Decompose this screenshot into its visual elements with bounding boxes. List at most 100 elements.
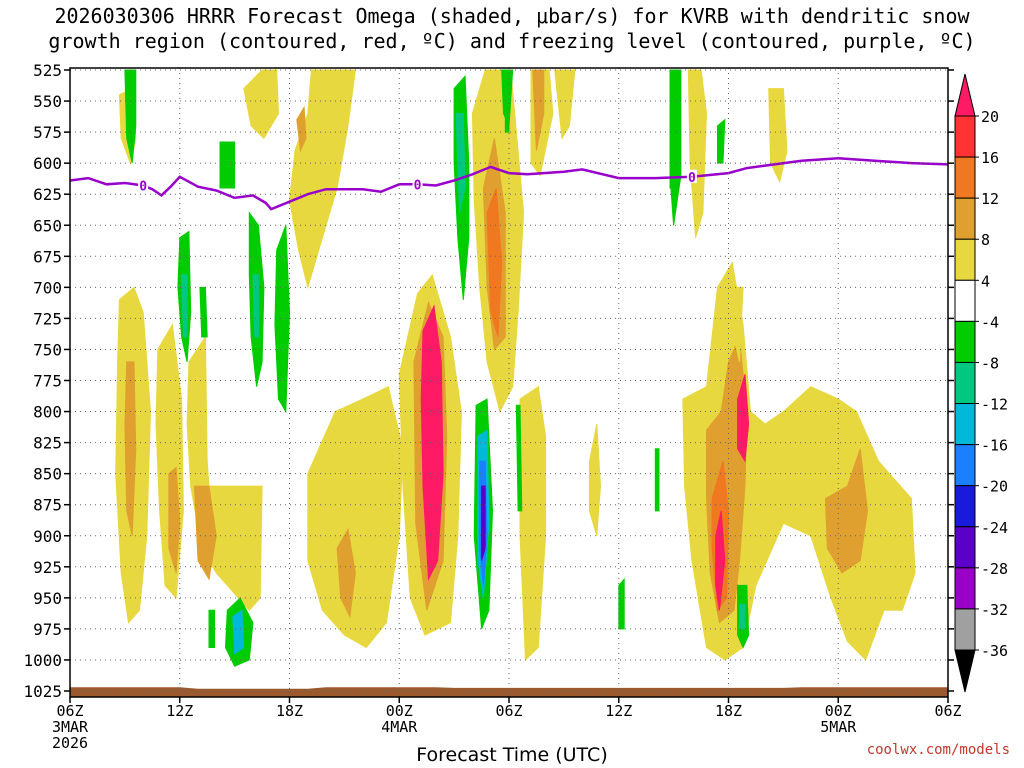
y-tick-label: 550 bbox=[33, 92, 62, 111]
x-tick-date-label: 3MAR bbox=[52, 718, 89, 736]
omega-region-descent-13h-cyan bbox=[232, 609, 245, 655]
x-tick-label: 06Z bbox=[934, 702, 961, 720]
omega-region-descent-18h-top bbox=[669, 150, 678, 189]
terrain-ground bbox=[70, 687, 948, 697]
omega-region-descent-24h bbox=[515, 404, 523, 512]
omega-region-ascent-15-18h-core bbox=[336, 528, 356, 619]
colorbar: 20 16 12 8 4 -4 -8 -12 -16 -20 -24 -28 -32 -36 bbox=[954, 73, 1008, 693]
title-line-2: growth region (contoured, red, ºC) and f… bbox=[48, 29, 976, 53]
colorbar-label: 20 bbox=[981, 108, 999, 126]
omega-region-ascent-core-3h bbox=[124, 361, 137, 536]
omega-region-ascent-12h-core bbox=[296, 105, 307, 153]
chart-title: 2026030306 HRRR Forecast Omega (shaded, … bbox=[0, 4, 1024, 54]
credit-text: coolwx.com/models bbox=[866, 742, 1010, 758]
omega-region-ascent-40h-core bbox=[824, 448, 869, 574]
colorbar-label: -8 bbox=[981, 354, 999, 372]
colorbar-bin bbox=[954, 197, 976, 240]
y-tick-label: 1000 bbox=[23, 651, 62, 670]
omega-region-ascent-26h bbox=[554, 69, 576, 140]
colorbar-top-arrow bbox=[954, 73, 976, 117]
title-line-1: 2026030306 HRRR Forecast Omega (shaded, … bbox=[54, 4, 970, 28]
omega-region-ascent-29h bbox=[589, 423, 602, 536]
omega-region-descent-3h bbox=[124, 69, 137, 164]
y-tick-label: 1025 bbox=[23, 682, 62, 701]
colorbar-bin bbox=[954, 238, 976, 281]
colorbar-label: -28 bbox=[981, 560, 1008, 578]
y-tick-label: 800 bbox=[33, 403, 62, 422]
colorbar-bin bbox=[954, 526, 976, 569]
y-tick-label: 825 bbox=[33, 434, 62, 453]
omega-region-descent-7h bbox=[199, 286, 208, 338]
omega-region-descent-4-6h-cyan bbox=[181, 274, 188, 338]
omega-region-ascent-33h bbox=[687, 69, 708, 238]
x-tick-label: 18Z bbox=[276, 702, 303, 720]
plot-content: 0 0 0 bbox=[70, 69, 948, 697]
freezing-level-line bbox=[70, 156, 948, 211]
freezing-level-label-bg bbox=[138, 178, 149, 192]
y-tick-label: 925 bbox=[33, 558, 62, 577]
omega-region-ascent-15-18h bbox=[307, 385, 404, 649]
y-tick-label: 975 bbox=[33, 620, 62, 639]
omega-region-descent-32h bbox=[618, 577, 625, 630]
y-tick-label: 950 bbox=[33, 589, 62, 608]
omega-region-ascent-top-3h bbox=[243, 69, 280, 140]
omega-region-ascent-36h-core bbox=[715, 510, 726, 611]
omega-region-ascent-39h-top bbox=[768, 88, 788, 184]
omega-region-ascent-37h-core bbox=[737, 374, 750, 463]
omega-region-ascent-6h bbox=[155, 323, 184, 600]
x-tick-label: 12Z bbox=[166, 702, 193, 720]
freezing-level-label: 0 bbox=[414, 178, 422, 193]
omega-region-descent-9h-thin bbox=[208, 609, 215, 648]
colorbar-bin bbox=[954, 403, 976, 446]
colorbar-bin bbox=[954, 567, 976, 610]
omega-region-descent-32h-b bbox=[654, 448, 660, 512]
y-tick-label: 875 bbox=[33, 496, 62, 515]
colorbar-label: -12 bbox=[981, 396, 1008, 414]
omega-region-ascent-24h-right bbox=[519, 385, 547, 662]
colorbar-bin bbox=[954, 115, 976, 158]
x-tick-label: 06Z bbox=[495, 702, 522, 720]
y-tick-label: 600 bbox=[33, 154, 62, 173]
y-tick-label: 900 bbox=[33, 527, 62, 546]
x-tick-date-label: 5MAR bbox=[820, 718, 857, 736]
y-tick-label: 775 bbox=[33, 372, 62, 391]
x-tick-year-label: 2026 bbox=[52, 734, 88, 752]
colorbar-label: 12 bbox=[981, 190, 999, 208]
colorbar-label: -32 bbox=[981, 601, 1008, 619]
colorbar-bin bbox=[954, 485, 976, 528]
colorbar-bin bbox=[954, 361, 976, 405]
x-axis-title: Forecast Time (UTC) bbox=[416, 744, 608, 766]
freezing-level-label-bg bbox=[686, 169, 697, 183]
plot-area: 0 0 0 bbox=[70, 69, 948, 697]
omega-region-descent-24h-top2 bbox=[504, 94, 510, 133]
freezing-level-label: 0 bbox=[688, 171, 696, 186]
omega-region-descent-9h-block bbox=[219, 141, 236, 189]
colorbar-label: -36 bbox=[981, 642, 1008, 660]
colorbar-label: 16 bbox=[981, 149, 999, 167]
omega-region-ascent-38h-top bbox=[731, 286, 744, 363]
y-tick-label: 650 bbox=[33, 216, 62, 235]
x-tick-label: 00Z bbox=[825, 702, 852, 720]
colorbar-label: -24 bbox=[981, 519, 1008, 537]
x-tick-label: 18Z bbox=[715, 702, 742, 720]
y-tick-label: 850 bbox=[33, 465, 62, 484]
x-tick-label: 00Z bbox=[386, 702, 413, 720]
x-tick-date-label: 4MAR bbox=[381, 718, 418, 736]
colorbar-bin bbox=[954, 608, 976, 651]
omega-region-ascent-20h-core bbox=[420, 304, 444, 582]
omega-region-descent-12h bbox=[274, 225, 291, 414]
colorbar-bin bbox=[954, 279, 976, 322]
colorbar-label: 8 bbox=[981, 231, 990, 249]
omega-region-descent-18h-cyan bbox=[739, 603, 746, 630]
omega-region-ascent-12h bbox=[288, 69, 356, 290]
omega-region-ascent-7h-core bbox=[193, 485, 217, 581]
y-tick-label: 725 bbox=[33, 309, 62, 328]
omega-region-ascent-6h-core bbox=[168, 466, 181, 574]
colorbar-bin bbox=[954, 320, 976, 363]
colorbar-bin bbox=[954, 444, 976, 487]
omega-region-descent-22h-purple bbox=[481, 485, 486, 561]
colorbar-bin bbox=[954, 156, 976, 199]
freezing-level-label: 0 bbox=[139, 180, 147, 195]
